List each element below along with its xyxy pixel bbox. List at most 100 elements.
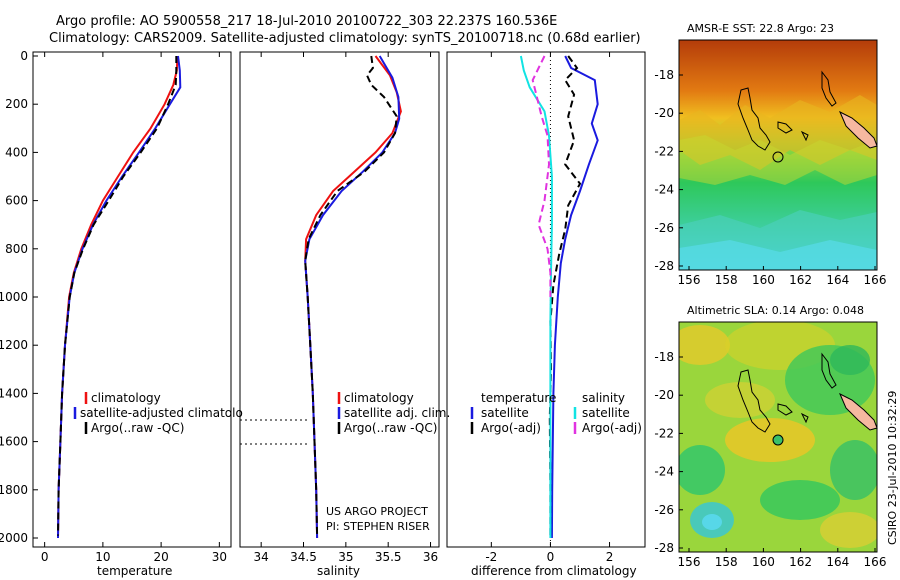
- title-line-2: Climatology: CARS2009. Satellite-adjuste…: [49, 31, 641, 46]
- map-y-tick-label: -20: [654, 106, 674, 120]
- map-x-tick-label: 160: [752, 555, 775, 569]
- map-x-tick-label: 166: [864, 273, 887, 287]
- y-tick-label: 1400: [0, 386, 28, 400]
- sla-map-frame: [678, 321, 878, 553]
- temperature-panel: 0 10 20 30 0 200 400 600 800 1000 1200 1400 1600 1800…: [0, 49, 243, 578]
- salinity-xlabel: salinity: [317, 564, 360, 578]
- x-tick-label: 20: [153, 550, 168, 564]
- map-y-tick-label: -18: [654, 68, 674, 82]
- series-line-climatology: [57, 55, 179, 539]
- map-y-tick-label: -20: [654, 388, 674, 402]
- series-line-salinity-argo-adj: [531, 55, 552, 297]
- map-y-tick-label: -18: [654, 350, 674, 364]
- y-tick-label: 1200: [0, 338, 28, 352]
- x-tick-label: 2: [606, 550, 614, 564]
- map-x-tick-label: 162: [789, 273, 812, 287]
- sst-map-ticks: 156 158 160 162 164 166 -18 -20 -22 -24 -26 -28: [654, 68, 886, 287]
- map-y-tick-label: -24: [654, 183, 674, 197]
- map-x-tick-label: 158: [715, 555, 738, 569]
- series-line-climatology: [304, 55, 402, 539]
- map-x-tick-label: 164: [826, 555, 849, 569]
- legend-label-climatology: climatology: [344, 391, 414, 405]
- map-y-tick-label: -22: [654, 426, 674, 440]
- series-line-argo-raw-qc: [304, 55, 398, 536]
- series-line-salinity-satellite: [519, 55, 553, 538]
- sst-coastlines: [737, 70, 837, 151]
- map-x-tick-label: 166: [864, 555, 887, 569]
- side-timestamp: CSIRO 23-Jul-2010 10:32:29: [886, 391, 899, 545]
- legend-label-satellite-adj: satellite adj. clim.: [344, 406, 450, 420]
- legend-label-temp-satellite: satellite: [481, 406, 529, 420]
- temperature-xlabel: temperature: [97, 564, 172, 578]
- sst-map-frame: [678, 39, 878, 271]
- credit-pi: PI: STEPHEN RISER: [326, 520, 430, 533]
- salinity-panel: 34 34.5 35 35.5 36 salinity climatology sate…: [239, 51, 450, 578]
- legend-label-temp-argo: Argo(-adj): [481, 421, 541, 435]
- x-tick-label: 36: [423, 550, 438, 564]
- sla-argo-location-marker: [772, 434, 784, 446]
- x-tick-label: 34.5: [290, 550, 317, 564]
- map-y-tick-label: -28: [654, 541, 674, 555]
- temperature-lines: [57, 55, 182, 539]
- y-tick-label: 1000: [0, 290, 28, 304]
- map-y-tick-label: -28: [654, 259, 674, 273]
- x-tick-label: 0: [41, 550, 49, 564]
- difference-lines: [519, 55, 599, 539]
- salinity-lines: [304, 55, 402, 539]
- series-line-satellite-adjusted-climatolo: [57, 55, 182, 539]
- x-tick-label: 35.5: [375, 550, 402, 564]
- y-tick-label: 1600: [0, 435, 28, 449]
- legend-label-satellite-adjusted: satellite-adjusted climatolo: [80, 406, 243, 420]
- temperature-legend: climatology satellite-adjusted climatolo…: [73, 391, 243, 435]
- legend-label-sal-satellite: satellite: [582, 406, 630, 420]
- x-tick-label: 30: [212, 550, 227, 564]
- title-line-1: Argo profile: AO 5900558_217 18-Jul-2010…: [56, 14, 557, 29]
- sla-map-title: Altimetric SLA: 0.14 Argo: 0.048: [687, 304, 864, 317]
- legend-heading-temperature: temperature: [481, 391, 556, 405]
- legend-label-argo: Argo(..raw -QC): [344, 421, 437, 435]
- sla-map-ticks: 156 158 160 162 164 166 -18 -20 -22 -24 -26 -28: [654, 350, 886, 569]
- y-tick-label: 2000: [0, 531, 28, 545]
- legend-heading-salinity: salinity: [582, 391, 625, 405]
- series-line-satellite-adj-clim: [304, 55, 401, 539]
- map-y-tick-label: -26: [654, 221, 674, 235]
- x-tick-label: 34: [254, 550, 269, 564]
- series-line-argo-raw-qc: [57, 56, 178, 536]
- salinity-ticks: 34 34.5 35 35.5 36: [254, 52, 438, 564]
- sst-map-title: AMSR-E SST: 22.8 Argo: 23: [687, 22, 834, 35]
- x-tick-label: 10: [95, 550, 110, 564]
- map-x-tick-label: 162: [789, 555, 812, 569]
- legend-label-argo: Argo(..raw -QC): [91, 421, 184, 435]
- salinity-axes-box: [239, 51, 440, 548]
- map-y-tick-label: -22: [654, 144, 674, 158]
- y-tick-label: 0: [20, 49, 28, 63]
- difference-xlabel: difference from climatology: [471, 564, 637, 578]
- y-tick-label: 800: [5, 242, 28, 256]
- x-tick-label: -2: [485, 550, 497, 564]
- y-tick-label: 200: [5, 97, 28, 111]
- difference-axes-box: [446, 51, 646, 548]
- map-x-tick-label: 164: [826, 273, 849, 287]
- map-x-tick-label: 156: [678, 555, 701, 569]
- credit-project: US ARGO PROJECT: [326, 505, 428, 518]
- salinity-legend: climatology satellite adj. clim. Argo(..…: [337, 391, 450, 435]
- legend-label-sal-argo: Argo(-adj): [582, 421, 642, 435]
- sst-map: AMSR-E SST: 22.8 Argo: 23 156 158 160 162 16…: [654, 22, 886, 287]
- map-y-tick-label: -26: [654, 503, 674, 517]
- map-x-tick-label: 158: [715, 273, 738, 287]
- map-x-tick-label: 156: [678, 273, 701, 287]
- temperature-ticks: 0 10 20 30 0 200 400 600 800 1000 1200 1400 1600 1800…: [0, 49, 227, 564]
- x-tick-label: 0: [547, 550, 555, 564]
- y-tick-label: 1800: [0, 483, 28, 497]
- map-y-tick-label: -24: [654, 465, 674, 479]
- difference-legend: temperature satellite Argo(-adj) salinit…: [470, 391, 642, 435]
- legend-label-climatology: climatology: [91, 391, 161, 405]
- difference-panel: -2 0 2 difference from climatology tempera…: [446, 51, 646, 578]
- y-tick-label: 600: [5, 194, 28, 208]
- series-line-temperature-argo-adj: [548, 55, 582, 536]
- sst-argo-location-marker: [772, 151, 784, 163]
- map-x-tick-label: 160: [752, 273, 775, 287]
- sla-map: Altimetric SLA: 0.14 Argo: 0.048 156 158 1…: [654, 304, 886, 569]
- y-tick-label: 400: [5, 145, 28, 159]
